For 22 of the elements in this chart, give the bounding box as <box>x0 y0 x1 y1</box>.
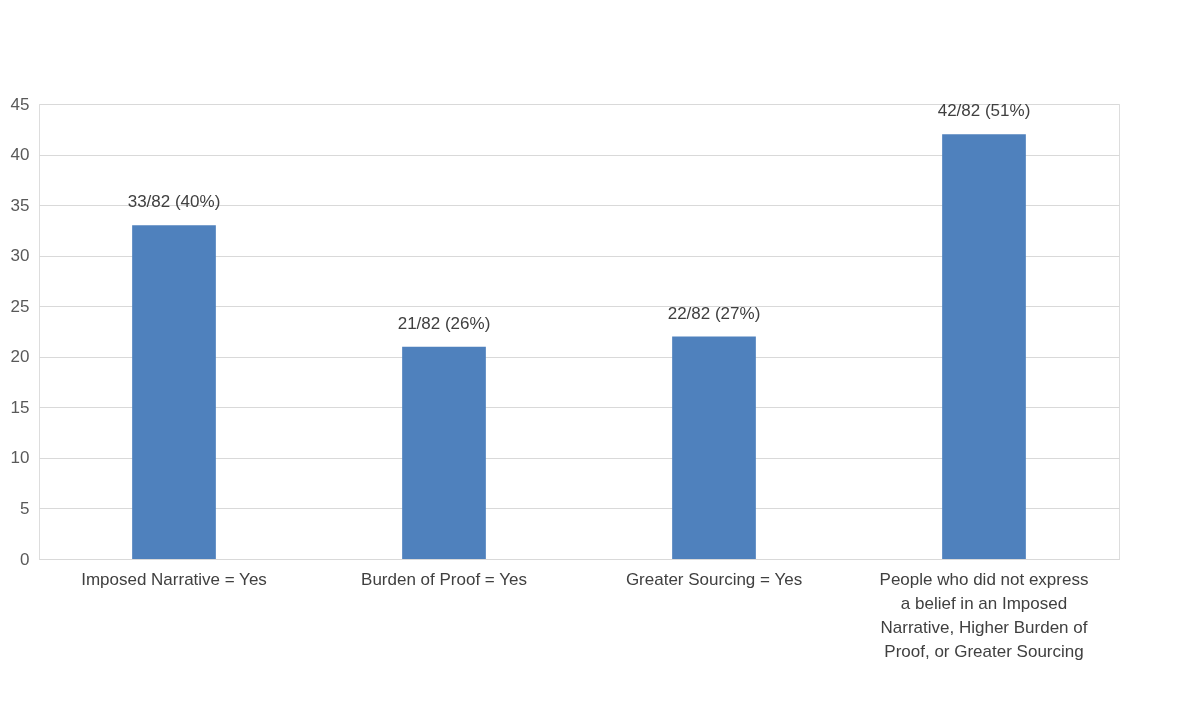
y-tick-label: 10 <box>10 448 30 468</box>
bar <box>942 134 1026 559</box>
y-tick-label: 25 <box>10 296 30 316</box>
y-tick-label: 40 <box>10 145 30 165</box>
y-tick-label: 30 <box>10 246 30 266</box>
data-label: 22/82 (27%) <box>667 303 761 323</box>
y-tick-label: 5 <box>20 498 30 518</box>
data-label: 21/82 (26%) <box>397 313 491 333</box>
bar <box>132 225 216 559</box>
y-tick-label: 20 <box>10 347 30 367</box>
bar <box>672 336 756 559</box>
x-tick-label: Burden of Proof = Yes <box>361 569 527 589</box>
bar <box>402 346 486 559</box>
x-tick-label: People who did not express a belief in an Imposed Narrative, Higher Burden of Proof, or Greater Sourcing <box>879 569 1089 661</box>
y-tick-label: 35 <box>10 195 30 215</box>
x-tick-label: Imposed Narrative = Yes <box>81 569 267 589</box>
y-tick-label: 0 <box>20 549 30 569</box>
data-label: 33/82 (40%) <box>127 192 221 212</box>
x-tick-label: Greater Sourcing = Yes <box>625 569 803 589</box>
y-tick-label: 45 <box>10 94 30 114</box>
y-tick-label: 15 <box>10 397 30 417</box>
data-label: 42/82 (51%) <box>937 101 1031 121</box>
